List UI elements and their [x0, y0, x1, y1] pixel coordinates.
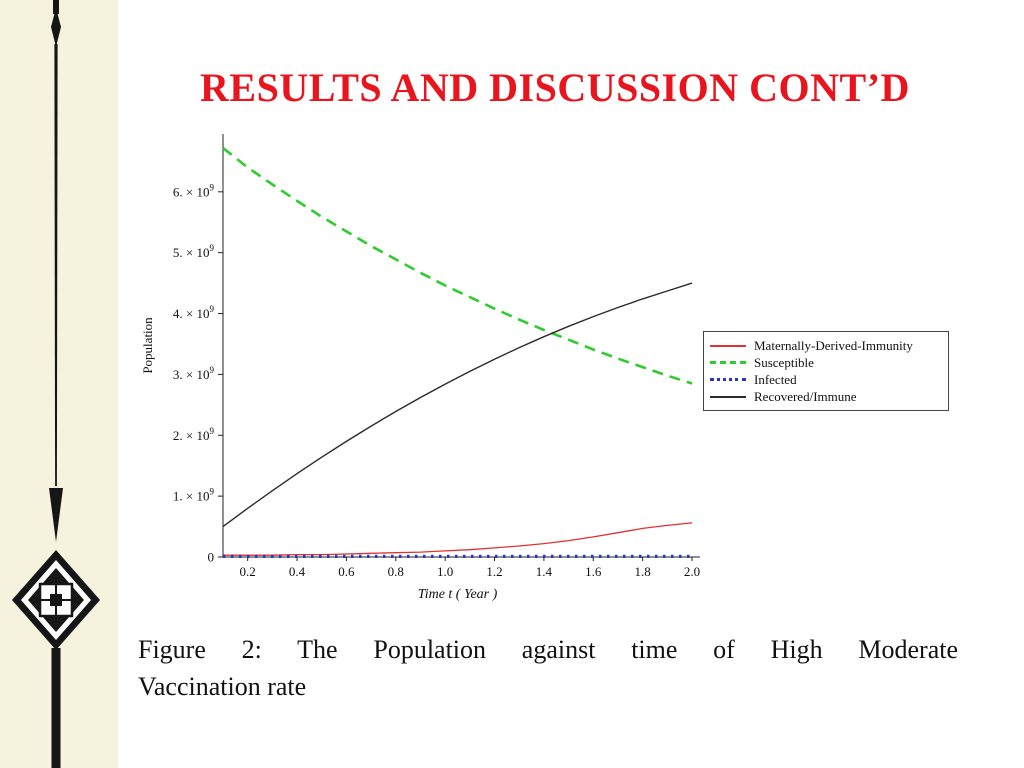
x-tick-label: 0.4: [289, 564, 306, 579]
legend-item: Susceptible: [710, 354, 942, 371]
y-tick-label: 4. × 109: [173, 304, 215, 321]
figure-caption-line-2: Vaccination rate: [138, 671, 307, 701]
legend-line-sample-blue-dotted: [710, 378, 746, 381]
decorative-band: [0, 0, 118, 768]
y-tick-label: 6. × 109: [173, 182, 215, 199]
ornament-chip-pin-top: [55, 584, 57, 594]
legend-label: Recovered/Immune: [754, 388, 857, 404]
legend-line-sample-green-dashed: [710, 361, 746, 364]
legend-item: Recovered/Immune: [710, 388, 942, 405]
figure-caption-line-1: Figure 2: The Population against time of…: [138, 635, 958, 664]
figure-caption: Figure 2: The Population against time of…: [138, 632, 958, 706]
ornament-chip-pin-left: [40, 599, 50, 601]
ornament-chip-pin-bottom: [55, 606, 57, 616]
ornament-chip-pin-right: [62, 599, 72, 601]
x-tick-label: 0.6: [338, 564, 355, 579]
x-tick-label: 0.2: [240, 564, 256, 579]
x-tick-label: 0.8: [388, 564, 404, 579]
y-tick-label: 5. × 109: [173, 243, 215, 260]
x-axis-label: Time t ( Year ): [418, 587, 498, 602]
series-line-recovered-immune: [222, 282, 693, 528]
x-tick-label: 1.8: [635, 564, 651, 579]
ornament-top-stub: [53, 0, 59, 14]
slide-title: RESULTS AND DISCUSSION CONT’D: [200, 65, 910, 110]
x-tick-label: 1.4: [536, 564, 553, 579]
x-tick-label: 1.6: [585, 564, 602, 579]
x-tick-label: 1.0: [437, 564, 453, 579]
ornament-bottom-bar: [51, 648, 61, 768]
ornament-chip-core: [50, 594, 62, 606]
legend-item: Infected: [710, 371, 942, 388]
legend-label: Susceptible: [754, 354, 814, 370]
axes: [220, 134, 700, 558]
y-tick-label: 0: [208, 550, 215, 565]
x-tick-label: 1.2: [486, 564, 502, 579]
y-axis-ticks: 0 1. × 109 2. × 109 3. × 109 4. × 109 5. × 10…: [173, 182, 223, 565]
population-chart: 0 1. × 109 2. × 109 3. × 109 4. × 109 5. × 10…: [128, 128, 958, 628]
y-tick-label: 3. × 109: [173, 365, 215, 382]
ornament-arrowhead-icon: [49, 488, 63, 542]
x-tick-label: 2.0: [684, 564, 700, 579]
chart-legend: Maternally-Derived-Immunity Susceptible …: [703, 331, 949, 411]
legend-label: Maternally-Derived-Immunity: [754, 337, 913, 353]
series-line-maternally-derived-immunity: [223, 522, 693, 556]
band-ornament: [12, 0, 100, 768]
y-axis-label: Population: [140, 317, 155, 374]
legend-line-sample-black: [710, 395, 746, 398]
legend-line-sample-red: [710, 344, 746, 347]
legend-item: Maternally-Derived-Immunity: [710, 337, 942, 354]
ornament-top-diamond: [51, 8, 61, 47]
y-tick-label: 1. × 109: [173, 487, 215, 504]
population-chart-plot: 0 1. × 109 2. × 109 3. × 109 4. × 109 5. × 10…: [140, 134, 700, 602]
series-line-susceptible: [222, 146, 693, 385]
legend-label: Infected: [754, 371, 797, 387]
y-tick-label: 2. × 109: [173, 426, 215, 443]
x-axis-ticks: 0.2 0.4 0.6 0.8 1.0 1.2 1.4 1.6 1.8 2.0: [240, 557, 700, 579]
ornament-spear-line: [54, 44, 58, 486]
